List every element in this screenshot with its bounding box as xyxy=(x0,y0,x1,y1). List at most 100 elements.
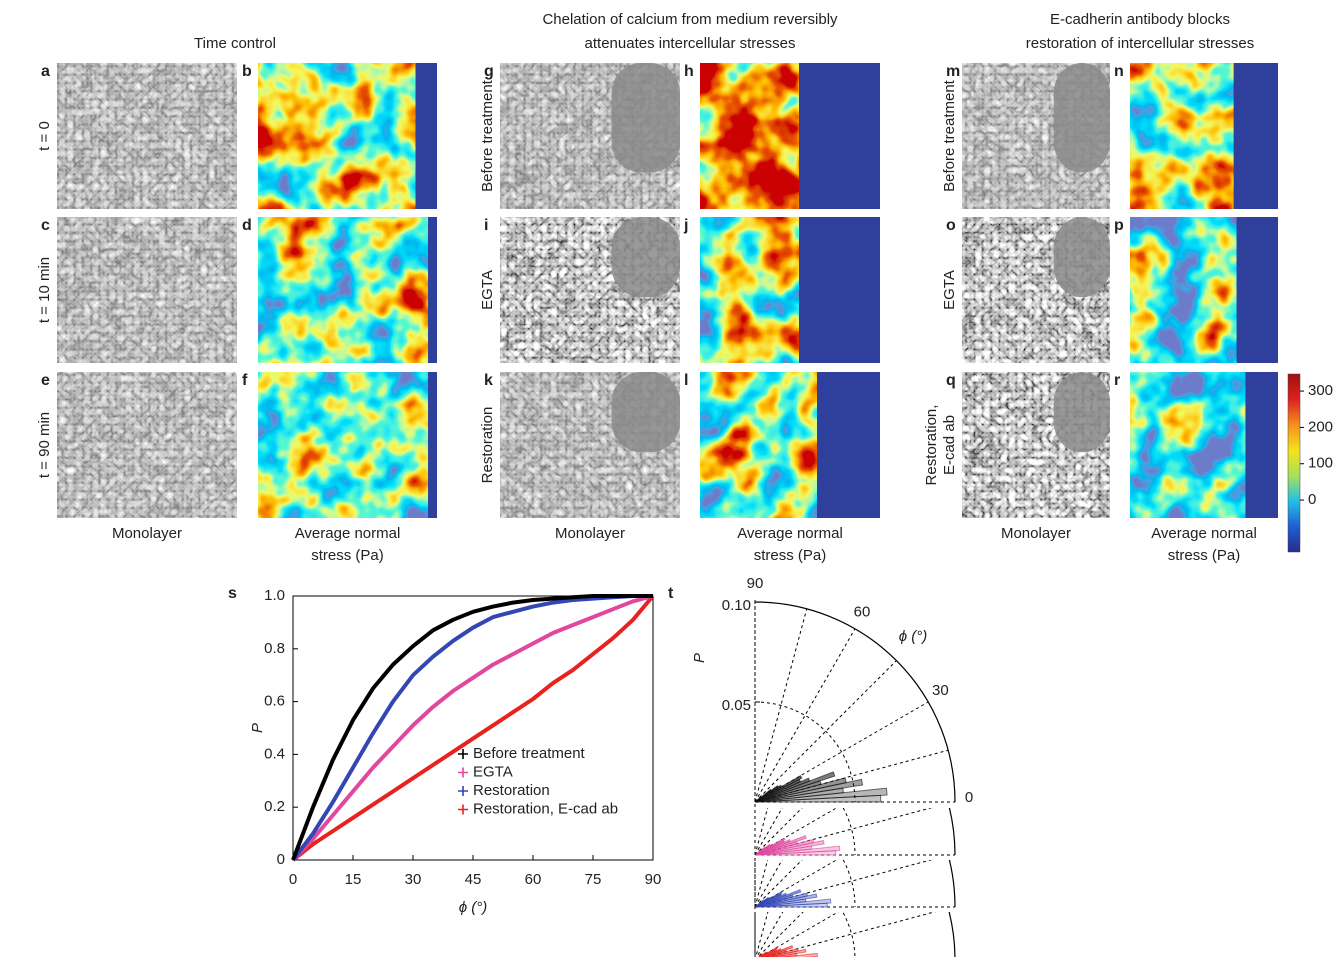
colorbar xyxy=(1287,373,1301,553)
stress-caption: Average normal xyxy=(1151,525,1257,542)
stress-map-blank xyxy=(799,217,880,363)
panel-letter: n xyxy=(1114,63,1124,80)
polar-spoke xyxy=(754,808,783,856)
angle-tick-label: 60 xyxy=(854,604,871,621)
colorbar-tick-label: 0 xyxy=(1308,491,1316,508)
rose-bin xyxy=(754,796,762,803)
panel-letter: d xyxy=(242,217,252,234)
panel-letter: a xyxy=(41,63,50,80)
row-label: Restoration xyxy=(479,407,496,484)
angle-tick-label: 30 xyxy=(932,682,949,699)
stress-map xyxy=(258,63,437,209)
stress-map-blank xyxy=(799,63,880,209)
row-label: t = 90 min xyxy=(36,412,53,478)
panel-letter: f xyxy=(242,372,248,389)
stress-map xyxy=(258,372,437,518)
x-tick-label: 60 xyxy=(525,871,542,888)
colorbar-tick-label: 300 xyxy=(1308,382,1333,399)
row-label: t = 0 xyxy=(36,121,53,151)
angle-axis-label: ϕ (°) xyxy=(899,628,928,645)
cell-free-region xyxy=(1053,372,1110,453)
data-line xyxy=(291,594,653,861)
polar-arc xyxy=(948,808,956,856)
cell-free-region xyxy=(611,372,680,453)
stress-map-blank xyxy=(1233,63,1278,209)
y-tick-label: 1.0 xyxy=(264,587,285,604)
panel-letter: k xyxy=(484,372,493,389)
row-label: EGTA xyxy=(941,270,958,310)
monolayer-caption: Monolayer xyxy=(555,525,625,542)
polar-spoke xyxy=(754,860,783,908)
cell-free-region xyxy=(611,217,680,298)
x-tick-label: 90 xyxy=(645,871,662,888)
panel-letter: b xyxy=(242,63,252,80)
colorbar-tick-label: 100 xyxy=(1308,455,1333,472)
column-title: Time control xyxy=(194,35,276,52)
legend-label: EGTA xyxy=(473,763,513,780)
cell-free-region xyxy=(611,63,680,173)
polar-spoke xyxy=(759,912,840,957)
polar-inner-arc xyxy=(842,860,856,908)
radial-tick-label: 0.10 xyxy=(722,597,751,614)
column-title: restoration of intercellular stresses xyxy=(1026,35,1254,52)
stress-map xyxy=(258,217,437,363)
polar-inner-arc xyxy=(754,701,856,803)
rose-bin xyxy=(754,903,760,908)
polar-spoke xyxy=(754,628,856,803)
x-tick-label: 0 xyxy=(289,871,297,888)
legend-marker xyxy=(458,804,468,815)
column-title: attenuates intercellular stresses xyxy=(585,35,796,52)
y-axis-label: P xyxy=(249,723,266,733)
cell-free-region xyxy=(1053,217,1110,298)
panel-letter: s xyxy=(228,585,237,602)
y-tick-label: 0 xyxy=(277,851,285,868)
panel-letter: c xyxy=(41,217,50,234)
panel-letter: m xyxy=(946,63,960,80)
panel-letter: g xyxy=(484,63,494,80)
stress-caption: stress (Pa) xyxy=(311,547,384,564)
stress-caption: stress (Pa) xyxy=(754,547,827,564)
x-tick-label: 15 xyxy=(345,871,362,888)
cell-free-region xyxy=(1053,63,1110,173)
legend-label: Restoration xyxy=(473,782,550,799)
legend-marker xyxy=(458,786,468,796)
x-tick-label: 75 xyxy=(585,871,602,888)
stress-map-blank xyxy=(1236,217,1278,363)
y-tick-label: 0.6 xyxy=(264,693,285,710)
panel-letter: t xyxy=(668,585,674,602)
polar-arc xyxy=(948,860,956,908)
radial-axis-label: P xyxy=(691,653,708,663)
column-title: Chelation of calcium from medium reversi… xyxy=(542,11,838,28)
panel-letter: r xyxy=(1114,372,1120,389)
monolayer-image xyxy=(57,63,237,209)
angle-tick-label: 90 xyxy=(747,575,764,592)
panel-letter: l xyxy=(684,372,688,389)
row-label: Before treatment xyxy=(941,79,958,192)
polar-plot xyxy=(754,912,956,957)
legend-label: Before treatment xyxy=(473,745,586,762)
stress-map-blank xyxy=(1245,372,1278,518)
monolayer-caption: Monolayer xyxy=(1001,525,1071,542)
rose-bin xyxy=(757,953,764,957)
column-title: E-cadherin antibody blocks xyxy=(1050,11,1230,28)
data-line xyxy=(291,594,653,862)
polar-plot xyxy=(754,601,956,803)
data-line xyxy=(291,594,654,862)
stress-map-blank xyxy=(428,372,437,518)
panel-letter: o xyxy=(946,217,956,234)
row-label: t = 10 min xyxy=(36,257,53,323)
polar-arc xyxy=(948,912,956,957)
panel-letter: e xyxy=(41,372,50,389)
y-tick-label: 0.4 xyxy=(264,745,285,762)
panel-letter: h xyxy=(684,63,694,80)
panel-letter: j xyxy=(683,217,688,234)
legend-marker xyxy=(458,767,468,778)
stress-caption: stress (Pa) xyxy=(1168,547,1241,564)
legend-marker xyxy=(458,749,468,759)
row-label: Restoration, xyxy=(923,405,940,486)
stress-map-blank xyxy=(817,372,880,518)
data-line xyxy=(291,594,655,862)
row-label: EGTA xyxy=(479,270,496,310)
stress-map-blank xyxy=(428,217,437,363)
